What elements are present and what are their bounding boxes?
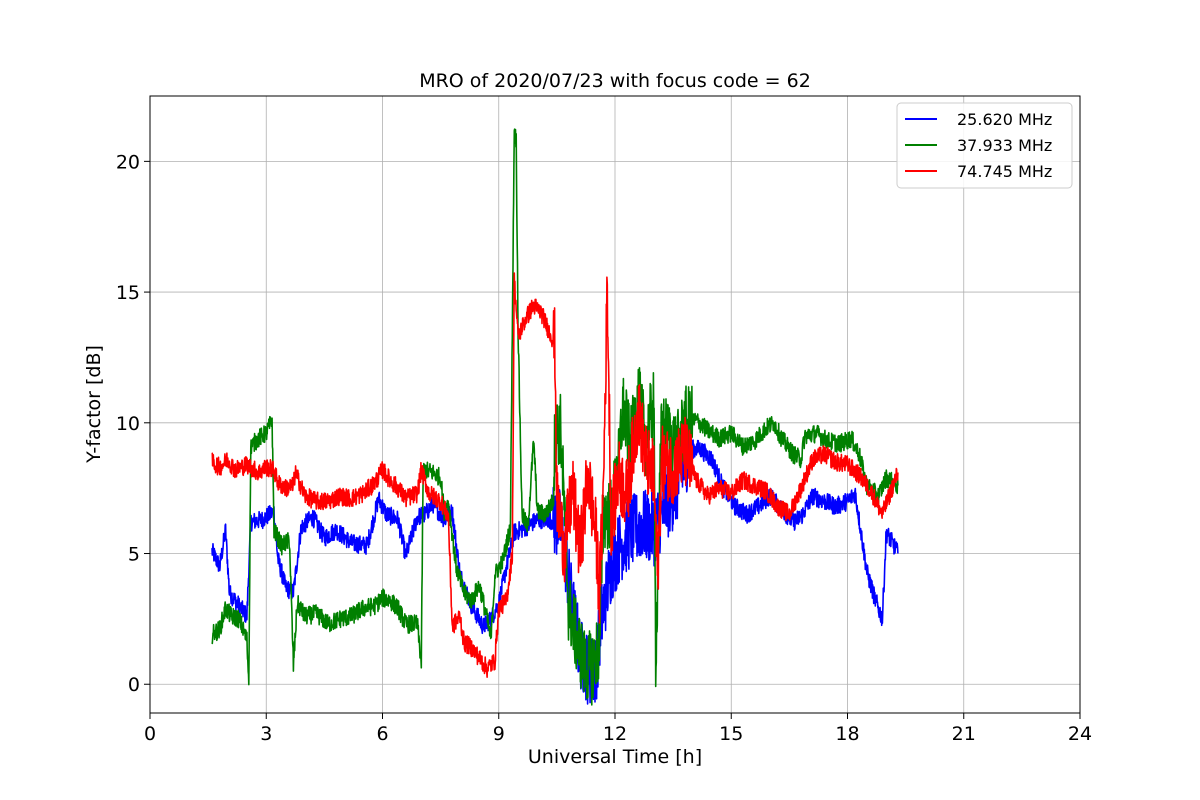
y-tick-label: 15 [116, 282, 140, 304]
x-tick-label: 6 [376, 723, 388, 745]
y-tick-label: 0 [128, 674, 140, 696]
legend: 25.620 MHz 37.933 MHz 74.745 MHz [896, 102, 1073, 189]
x-tick-label: 15 [719, 723, 743, 745]
x-axis-label: Universal Time [h] [528, 746, 702, 768]
x-tick-label: 3 [260, 723, 272, 745]
y-axis: 0 5 10 15 20 [116, 151, 150, 696]
x-tick-label: 12 [603, 723, 627, 745]
legend-label: 25.620 MHz [957, 110, 1052, 129]
plot-area [211, 128, 899, 706]
y-axis-label: Y-factor [dB] [83, 345, 105, 464]
x-tick-label: 0 [144, 723, 156, 745]
chart-title: MRO of 2020/07/23 with focus code = 62 [419, 70, 811, 92]
x-axis: 0 3 6 9 12 15 18 21 24 [144, 713, 1092, 745]
legend-box [896, 102, 1073, 189]
legend-label: 37.933 MHz [957, 136, 1052, 155]
x-tick-label: 24 [1068, 723, 1092, 745]
x-tick-label: 18 [835, 723, 859, 745]
y-tick-label: 10 [116, 413, 140, 435]
series-line-2 [211, 272, 899, 678]
legend-label: 74.745 MHz [957, 162, 1052, 181]
y-tick-label: 5 [128, 544, 140, 566]
y-tick-label: 20 [116, 151, 140, 173]
x-tick-label: 9 [493, 723, 505, 745]
x-tick-label: 21 [952, 723, 976, 745]
series-line-1 [211, 128, 899, 706]
